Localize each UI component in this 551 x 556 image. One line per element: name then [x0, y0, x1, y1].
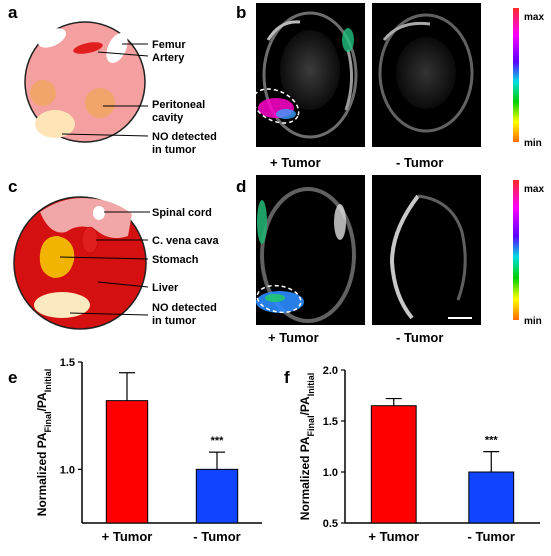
- bar: [195, 468, 239, 524]
- label-in-tumor-c: in tumor: [152, 315, 197, 327]
- tumor-roi-b: [252, 88, 300, 124]
- label-artery: Artery: [152, 52, 185, 64]
- panel-letter-f: f: [284, 368, 290, 387]
- tumor-shape: [35, 110, 75, 138]
- panel-c: c Spinal cord C. vena cava Stomach Liver…: [8, 177, 220, 330]
- stomach-shape: [39, 236, 75, 278]
- pa-image-control-d: [372, 175, 481, 325]
- colorbar-d: [513, 180, 519, 320]
- femur-right-shape: [106, 33, 128, 63]
- spinal-cord-shape: [93, 206, 105, 220]
- caption-plus-tumor-d: + Tumor: [268, 330, 319, 345]
- label-stomach: Stomach: [152, 254, 199, 266]
- artery-shape: [73, 42, 103, 54]
- label-spinal-cord: Spinal cord: [152, 207, 212, 219]
- pointer-artery: [97, 51, 149, 57]
- colorbar-min-d: min: [524, 316, 542, 327]
- panel-letter-a: a: [8, 3, 18, 22]
- panel-letter-d: d: [236, 177, 246, 196]
- caption-minus-tumor-b: - Tumor: [396, 155, 443, 170]
- bar: [468, 471, 515, 524]
- caption-minus-tumor-d: - Tumor: [396, 330, 443, 345]
- pointer-tumor: [61, 133, 149, 137]
- x-category-label: - Tumor: [193, 529, 240, 544]
- caption-plus-tumor-b: + Tumor: [270, 155, 321, 170]
- colorbar-max-b: max: [524, 12, 544, 23]
- vena-cava-shape: [81, 226, 99, 254]
- y-tick-label: 0.5: [323, 518, 338, 530]
- panel-d: d max min + Tumor - Tumor: [236, 175, 544, 345]
- label-vena-cava: C. vena cava: [152, 235, 220, 247]
- label-cavity: cavity: [152, 112, 184, 124]
- bar: [105, 400, 149, 524]
- pointer-liver: [97, 281, 149, 288]
- panel-letter-c: c: [8, 177, 17, 196]
- cavity-right-shape: [85, 88, 115, 118]
- panel-f: f 0.5 1.0 1.5 2.0 + Tumor - Tumor *** Normalize…: [284, 365, 540, 544]
- x-category-label: - Tumor: [468, 529, 515, 544]
- panel-a: a Femur Artery Peritoneal cavity NO dete…: [8, 3, 217, 156]
- upper-region-shape: [40, 198, 132, 238]
- y-tick-label: 1.5: [60, 357, 75, 369]
- panel-e: e 1.0 1.5 + Tumor - Tumor *** Normalized PAFi…: [8, 357, 262, 544]
- chart-f: 0.5 1.0 1.5 2.0 + Tumor - Tumor *** Normalized …: [298, 365, 540, 544]
- y-tick-label: 1.5: [323, 416, 338, 428]
- label-no-detected-a: NO detected: [152, 131, 217, 143]
- pointer-stomach: [59, 256, 149, 260]
- significance-annotation: ***: [485, 435, 499, 447]
- colorbar-min-b: min: [524, 138, 542, 149]
- colorbar-b: [513, 8, 519, 142]
- cavity-left-shape: [30, 80, 56, 106]
- y-axis-label: Normalized PAFinal/PAInitial: [298, 373, 316, 520]
- y-tick-label: 1.0: [60, 464, 75, 476]
- bar: [370, 405, 417, 524]
- label-liver: Liver: [152, 282, 179, 294]
- x-category-label: + Tumor: [102, 529, 153, 544]
- significance-annotation: ***: [211, 435, 225, 447]
- tumor-roi-d: [256, 284, 302, 314]
- label-no-detected-c: NO detected: [152, 302, 217, 314]
- panel-letter-e: e: [8, 368, 17, 387]
- pointer-tumor-c: [69, 312, 149, 316]
- colorbar-max-d: max: [524, 184, 544, 195]
- label-peritoneal: Peritoneal: [152, 99, 205, 111]
- label-in-tumor-a: in tumor: [152, 144, 197, 156]
- panel-b: b max min + Tumor - Tumor: [236, 3, 544, 170]
- y-axis-label: Normalized PAFinal/PAInitial: [35, 369, 53, 516]
- chart-e: 1.0 1.5 + Tumor - Tumor *** Normalized PAFina…: [35, 357, 262, 544]
- tumor-shape-c: [34, 292, 90, 318]
- y-tick-label: 1.0: [323, 467, 338, 479]
- y-tick-label: 2.0: [323, 365, 338, 377]
- x-category-label: + Tumor: [368, 529, 419, 544]
- panel-letter-b: b: [236, 3, 246, 22]
- femur-left-shape: [37, 28, 67, 48]
- label-femur: Femur: [152, 39, 186, 51]
